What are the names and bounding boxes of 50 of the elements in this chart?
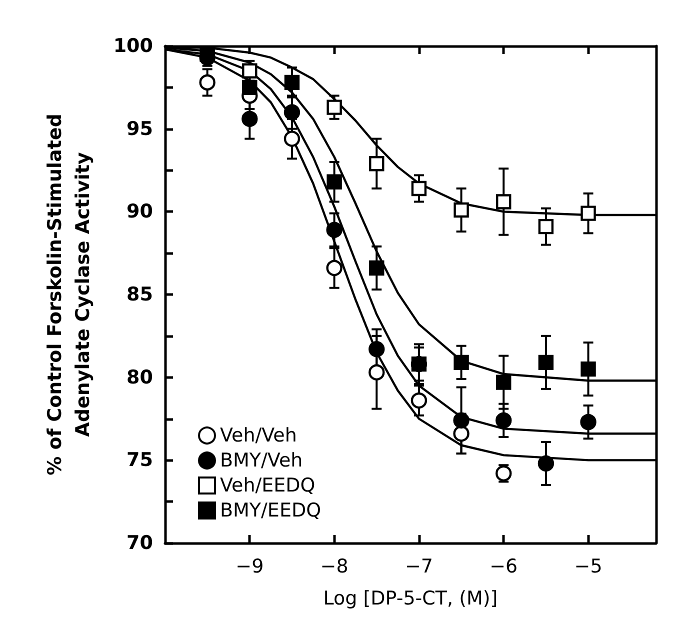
point [410, 392, 428, 409]
point [284, 130, 300, 147]
point [538, 218, 554, 234]
point [369, 156, 384, 172]
legend-label: Veh/Veh [220, 424, 297, 446]
point [200, 46, 215, 62]
x-tick-label: −8 [320, 556, 348, 578]
point [496, 194, 512, 210]
point [453, 412, 470, 429]
point [199, 74, 216, 91]
point [369, 260, 384, 276]
x-tick-label: −9 [236, 556, 264, 578]
point [580, 206, 596, 221]
point [496, 374, 512, 390]
point [411, 180, 427, 196]
legend-label: BMY/EEDQ [220, 500, 322, 522]
y-tick-label: 75 [126, 449, 153, 472]
point [326, 174, 342, 190]
point [454, 354, 469, 370]
y-axis-title: % of Control Forskolin-Stimulated Adenylate Cyclase Activity [44, 114, 94, 476]
point [326, 100, 342, 115]
point [496, 412, 512, 429]
x-tick-label: −7 [404, 556, 433, 578]
point [242, 110, 258, 127]
point [538, 455, 554, 472]
x-tick-label: −6 [490, 556, 518, 578]
point [326, 260, 342, 276]
point [284, 104, 300, 120]
y-tick-label: 70 [126, 532, 153, 554]
point [538, 354, 554, 370]
point [242, 80, 258, 96]
x-axis-title: Log [DP-5-CT, (M)] [323, 588, 498, 610]
point [368, 364, 385, 380]
point [368, 341, 385, 358]
legend-label: BMY/Veh [220, 450, 303, 472]
y-tick-label: 80 [126, 366, 153, 388]
point [411, 356, 427, 372]
y-tick-label: 100 [113, 35, 153, 57]
point [242, 63, 258, 78]
x-tick-label: −5 [574, 556, 602, 578]
point [580, 414, 596, 430]
point [580, 361, 596, 377]
point [284, 74, 300, 90]
point [326, 222, 342, 238]
point [454, 202, 469, 218]
y-tick-label: 95 [126, 118, 153, 140]
y-tick-label: 90 [126, 200, 153, 223]
y-tick-label: 85 [126, 284, 153, 306]
point [453, 426, 470, 442]
legend-label: Veh/EEDQ [220, 474, 316, 496]
